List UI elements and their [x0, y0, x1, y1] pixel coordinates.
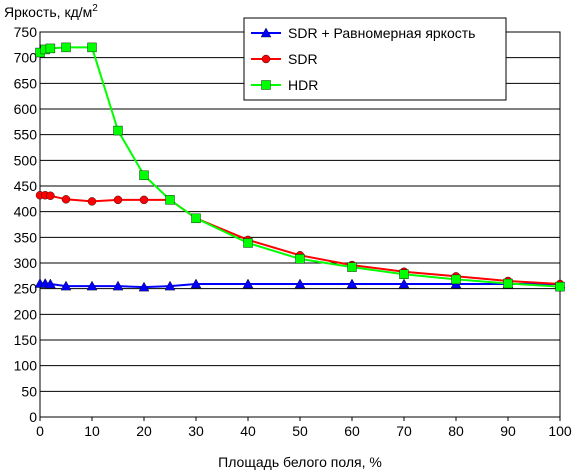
x-tick-label: 70: [396, 423, 412, 439]
y-tick-label: 0: [29, 409, 37, 425]
data-point-square: [261, 80, 271, 90]
y-tick-label: 550: [14, 127, 38, 143]
data-point-triangle: [190, 278, 202, 289]
y-tick-label: 600: [14, 101, 38, 117]
y-axis-ticks: 0 50 100 150 200 250 300 350 400 450 500 550 600 650 7…: [14, 24, 38, 425]
data-point-circle: [139, 195, 149, 205]
y-tick-label: 700: [14, 50, 38, 66]
data-point-square: [243, 238, 253, 248]
y-tick-label: 750: [14, 24, 38, 40]
x-tick-label: 100: [548, 423, 572, 439]
legend-label: HDR: [288, 77, 318, 93]
legend-entry: HDR: [251, 77, 318, 93]
data-point-triangle: [242, 278, 254, 289]
y-axis-title-text: Яркость, кд/м: [4, 4, 92, 20]
legend: SDR + Равномерная яркость SDR HDR: [243, 17, 507, 101]
data-point-triangle: [60, 280, 72, 291]
y-tick-label: 250: [14, 281, 38, 297]
y-axis-title: Яркость, кд/м2: [4, 3, 98, 20]
data-point-square: [191, 213, 201, 224]
x-tick-label: 90: [500, 423, 516, 439]
y-tick-label: 400: [14, 204, 38, 220]
data-point-triangle: [45, 278, 56, 289]
data-point-circle: [261, 54, 271, 64]
data-point-circle: [46, 191, 55, 200]
x-axis-title: Площадь белого поля, %: [218, 454, 382, 470]
series-line: [40, 282, 560, 289]
y-tick-label: 150: [14, 332, 38, 348]
legend-entry: SDR: [251, 51, 318, 67]
x-tick-label: 80: [448, 423, 464, 439]
y-tick-label: 500: [14, 152, 38, 168]
data-point-triangle: [398, 278, 410, 289]
data-point-circle: [61, 195, 71, 204]
legend-label: SDR + Равномерная яркость: [288, 25, 475, 41]
y-tick-label: 450: [14, 178, 38, 194]
data-point-triangle: [294, 278, 306, 289]
series-layer: [34, 42, 566, 292]
data-point-square: [555, 281, 565, 292]
data-point-circle: [87, 197, 97, 206]
series-square: [35, 42, 565, 292]
data-point-square: [399, 269, 409, 279]
data-point-square: [87, 42, 97, 53]
x-tick-label: 10: [84, 423, 100, 439]
data-point-triangle: [164, 280, 176, 291]
legend-label: SDR: [288, 51, 318, 67]
x-axis-ticks: 0 10 20 30 40 50 60 70 80 90 100: [36, 417, 572, 439]
x-tick-label: 0: [36, 423, 44, 439]
x-tick-label: 30: [188, 423, 204, 439]
series-line: [40, 194, 561, 285]
series-circle: [35, 191, 565, 289]
data-point-square: [165, 195, 175, 205]
x-tick-label: 60: [344, 423, 360, 439]
data-point-triangle: [260, 27, 272, 38]
y-tick-label: 350: [14, 229, 38, 245]
data-point-square: [113, 125, 123, 136]
series-line: [39, 46, 561, 288]
y-tick-label: 50: [21, 383, 37, 399]
legend-entry: SDR + Равномерная яркость: [251, 25, 475, 41]
data-point-square: [451, 274, 461, 285]
y-tick-label: 100: [14, 358, 38, 374]
data-point-triangle: [112, 280, 124, 291]
data-point-square: [503, 278, 513, 289]
x-tick-label: 50: [292, 423, 308, 439]
data-point-triangle: [138, 281, 150, 292]
y-axis-title-superscript: 2: [92, 3, 98, 14]
series-triangle: [34, 278, 566, 292]
data-point-square: [295, 254, 305, 264]
data-point-triangle: [86, 280, 98, 291]
x-tick-label: 20: [136, 423, 152, 439]
data-point-square: [45, 43, 56, 54]
data-point-square: [347, 262, 357, 272]
data-point-square: [139, 170, 149, 180]
y-tick-label: 300: [14, 255, 38, 271]
y-tick-label: 200: [14, 306, 38, 322]
y-tick-label: 650: [14, 75, 38, 91]
legend-box: [243, 17, 507, 101]
data-point-square: [61, 42, 71, 53]
x-tick-label: 40: [240, 423, 256, 439]
data-point-circle: [113, 195, 123, 205]
data-point-triangle: [346, 278, 358, 289]
